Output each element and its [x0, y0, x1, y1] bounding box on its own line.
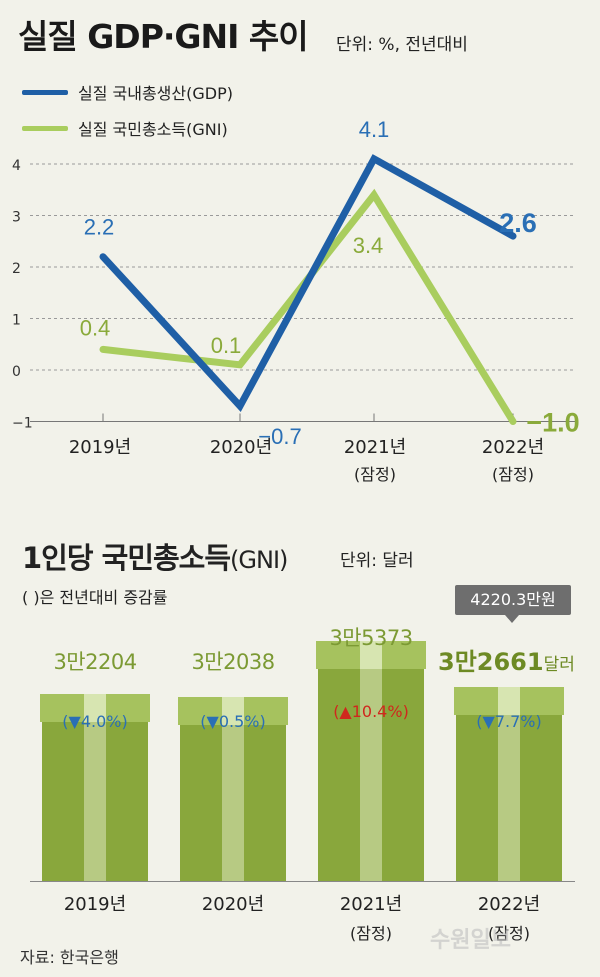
legend-gni-swatch — [22, 125, 68, 131]
bar-value-2020: 3만2038 — [191, 650, 275, 674]
bar-x-sublabel-2022: (잠정) — [488, 924, 530, 943]
legend-gdp: 실질 국내총생산(GDP) — [22, 80, 233, 104]
bar-change-2022: (▼7.7%) — [476, 712, 542, 731]
bar-value-2022-group: 3만2661달러 — [438, 642, 598, 677]
bar-tape — [84, 722, 106, 881]
krw-badge-pointer — [505, 615, 519, 623]
gni-data-label: 3.4 — [353, 233, 384, 258]
bar-tape — [498, 714, 520, 881]
bar-chart-title: 1인당 국민총소득(GNI) — [22, 535, 288, 577]
bar-tape-top — [222, 697, 244, 726]
bar-tape-top — [84, 694, 106, 723]
legend-gni: 실질 국민총소득(GNI) — [22, 116, 228, 140]
y-tick-label: 0 — [12, 364, 21, 380]
bar-tape — [360, 669, 382, 881]
x-label-2019: 2019년 — [68, 437, 132, 458]
bar-change-2021: (▲10.4%) — [333, 702, 409, 721]
bar-x-label-2019: 2019년 — [63, 894, 127, 915]
gni-data-label: 0.4 — [80, 315, 111, 340]
y-tick-label: 2 — [12, 261, 21, 277]
legend-gni-label: 실질 국민총소득(GNI) — [78, 120, 228, 139]
bar-x-sublabel-2021: (잠정) — [350, 924, 392, 943]
legend-gdp-swatch — [22, 89, 68, 95]
x-sublabel-2022: (잠정) — [492, 465, 534, 484]
bar-value-2022: 3만2661 — [438, 648, 544, 676]
legend-gdp-label: 실질 국내총생산(GDP) — [78, 84, 233, 103]
bar-change-2020: (▼0.5%) — [200, 712, 266, 731]
gdp-data-label: −0.7 — [258, 424, 301, 449]
source-note: 자료: 한국은행 — [20, 948, 119, 967]
y-tick-label: 3 — [12, 210, 21, 226]
x-sublabel-2021: (잠정) — [354, 465, 396, 484]
bar-value-2019: 3만2204 — [53, 650, 137, 674]
bar-x-label-2021: 2021년 — [339, 894, 403, 915]
y-tick-label: −1 — [12, 416, 33, 432]
gdp-data-label: 2.6 — [499, 208, 537, 238]
bar-tape-top — [360, 641, 382, 670]
bar-tape-top — [498, 686, 520, 715]
bar-value-2022-unit: 달러 — [543, 655, 575, 675]
bar-chart-note: ( )은 전년대비 증감률 — [22, 588, 168, 607]
bar-baseline — [30, 881, 575, 882]
bar-chart-title-paren: (GNI) — [230, 546, 288, 574]
x-label-2022: 2022년 — [481, 437, 545, 458]
line-chart-title: 실질 GDP·GNI 추이 — [18, 17, 309, 56]
gni-data-label: −1.0 — [526, 408, 579, 438]
gdp-data-label: 2.2 — [84, 215, 115, 240]
krw-badge: 4220.3만원 — [455, 585, 571, 615]
y-tick-label: 1 — [12, 313, 21, 329]
bar-change-2019: (▼4.0%) — [62, 712, 128, 731]
gdp-data-label: 4.1 — [359, 117, 390, 142]
bar-chart-unit: 단위: 달러 — [340, 551, 414, 571]
x-label-2021: 2021년 — [343, 437, 407, 458]
gni-line — [99, 188, 517, 425]
gdp-line — [99, 154, 517, 413]
line-chart: 4 3 2 1 0 −1 2.2 −0.7 4.1 2.6 0.4 0.1 3.4 −1.0 — [12, 117, 580, 449]
line-chart-unit: 단위: %, 전년대비 — [336, 35, 468, 55]
x-label-2020: 2020년 — [209, 437, 273, 458]
y-tick-label: 4 — [12, 158, 21, 174]
bar-x-label-2020: 2020년 — [201, 894, 265, 915]
bar-tape — [222, 725, 244, 881]
watermark-logo: 수원일보 — [430, 928, 511, 953]
bar-x-label-2022: 2022년 — [477, 894, 541, 915]
gni-data-label: 0.1 — [211, 333, 242, 358]
bar-value-2021: 3만5373 — [329, 626, 413, 650]
bar-chart-title-main: 1인당 국민총소득 — [22, 541, 231, 575]
